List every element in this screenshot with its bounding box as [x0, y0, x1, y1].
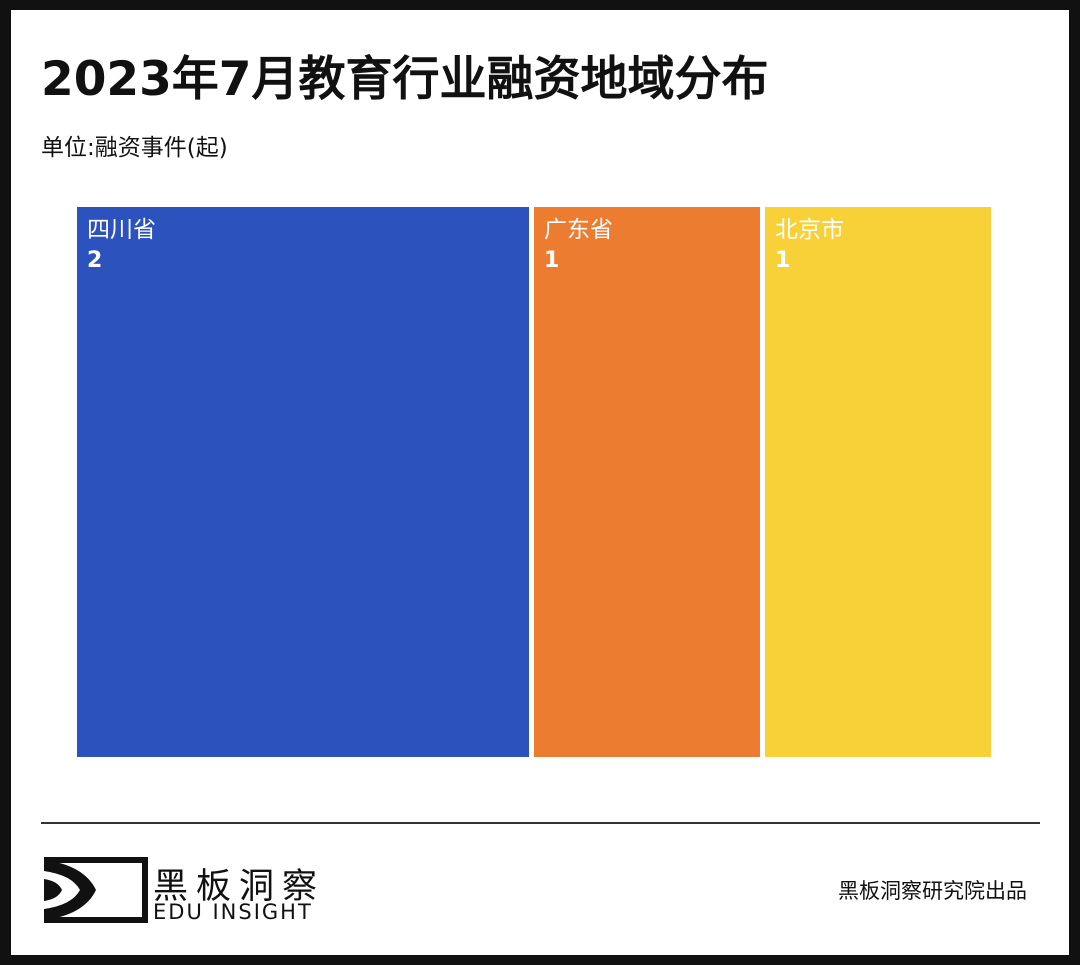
tile-value: 1 — [775, 248, 791, 273]
chart-unit: 单位:融资事件(起) — [41, 135, 228, 161]
treemap-tile: 四川省 2 — [77, 207, 529, 757]
edu-insight-logo-icon — [44, 857, 148, 923]
logo-text-cn: 黑板洞察 — [153, 867, 326, 907]
tile-label: 广东省 — [544, 217, 613, 243]
tile-label: 四川省 — [87, 217, 156, 243]
credit-text: 黑板洞察研究院出品 — [838, 879, 1027, 903]
tile-label: 北京市 — [775, 217, 844, 243]
treemap: 四川省 2 广东省 1 北京市 1 — [77, 207, 991, 757]
chart-title: 2023年7月教育行业融资地域分布 — [41, 52, 769, 107]
treemap-tile: 北京市 1 — [765, 207, 991, 757]
chart-frame: 2023年7月教育行业融资地域分布 单位:融资事件(起) 四川省 2 广东省 1 北京市… — [11, 10, 1069, 955]
divider — [41, 822, 1040, 824]
tile-value: 1 — [544, 248, 560, 273]
logo-text-en: EDU INSIGHT — [153, 900, 313, 924]
treemap-tile: 广东省 1 — [534, 207, 760, 757]
tile-value: 2 — [87, 248, 103, 273]
